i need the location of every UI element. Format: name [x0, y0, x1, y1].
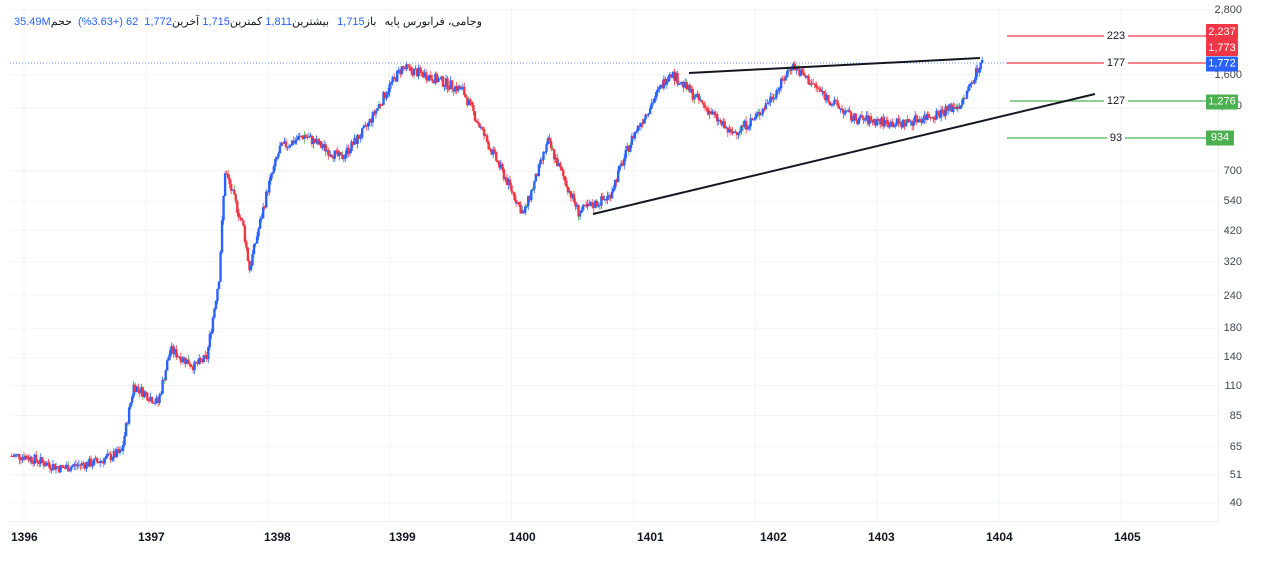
- time-tick-label: 1401: [637, 530, 664, 544]
- symbol-name[interactable]: وجامی، فرابورس پایه: [384, 16, 482, 28]
- time-tick-label: 1405: [1114, 530, 1141, 544]
- price-tick-label: 540: [1223, 195, 1242, 207]
- chart-frame: [8, 6, 1268, 551]
- lower-trendline: [592, 93, 1096, 215]
- upper-trendline: [688, 57, 981, 74]
- price-tick-label: 320: [1223, 256, 1242, 268]
- price-tick-label: 51: [1229, 469, 1242, 481]
- time-tick-label: 1396: [11, 530, 38, 544]
- price-tick-label: 65: [1229, 441, 1242, 453]
- volume-value: 35.49M: [14, 16, 51, 28]
- price-tick-label: 180: [1223, 322, 1242, 334]
- open-label: باز: [364, 16, 377, 28]
- price-tick-label: 1,600: [1214, 69, 1242, 81]
- open-value: 1,715: [337, 16, 365, 28]
- price-tick-label: 85: [1229, 410, 1242, 422]
- time-tick-label: 1404: [986, 530, 1013, 544]
- price-tag-1773: 1,773: [1206, 40, 1238, 56]
- low-value: 1,715: [202, 16, 230, 28]
- close-value: 1,772: [144, 16, 172, 28]
- high-value: 1,811: [265, 16, 293, 28]
- time-tick-label: 1399: [389, 530, 416, 544]
- price-tag-934: 934: [1206, 130, 1234, 146]
- price-tag-1276: 1,276: [1206, 94, 1238, 110]
- price-tick-label: 700: [1223, 165, 1242, 177]
- price-axis-divider: [1218, 6, 1219, 521]
- volume-label: حجم: [50, 16, 72, 28]
- price-tick-label: 240: [1223, 290, 1242, 302]
- price-tick-label: 110: [1224, 380, 1242, 392]
- close-label: آخرین: [171, 16, 200, 28]
- time-tick-label: 1397: [138, 530, 165, 544]
- price-tick-label: 140: [1223, 351, 1242, 363]
- ohlc-legend: وجامی، فرابورس پایه باز1,715 بیشترین1,81…: [14, 15, 482, 28]
- price-tick-label: 40: [1229, 497, 1242, 509]
- price-tick-label: 2,800: [1214, 4, 1242, 16]
- high-label: بیشترین: [292, 16, 330, 28]
- level-label-93: 93: [1106, 132, 1126, 144]
- time-tick-label: 1400: [509, 530, 536, 544]
- price-tick-label: 420: [1223, 225, 1242, 237]
- last-price-tag: 1,772: [1206, 56, 1238, 72]
- time-axis-divider: [8, 521, 1218, 522]
- price-tag-2237: 2,237: [1206, 24, 1238, 40]
- candles: [10, 56, 984, 474]
- level-label-177: 177: [1103, 57, 1129, 69]
- time-tick-label: 1402: [760, 530, 787, 544]
- low-label: کمترین: [229, 16, 263, 28]
- time-tick-label: 1398: [264, 530, 291, 544]
- level-label-127: 127: [1103, 95, 1129, 107]
- time-tick-label: 1403: [868, 530, 895, 544]
- change-value: 62 (+3.63%): [78, 16, 139, 28]
- level-label-223: 223: [1103, 30, 1129, 42]
